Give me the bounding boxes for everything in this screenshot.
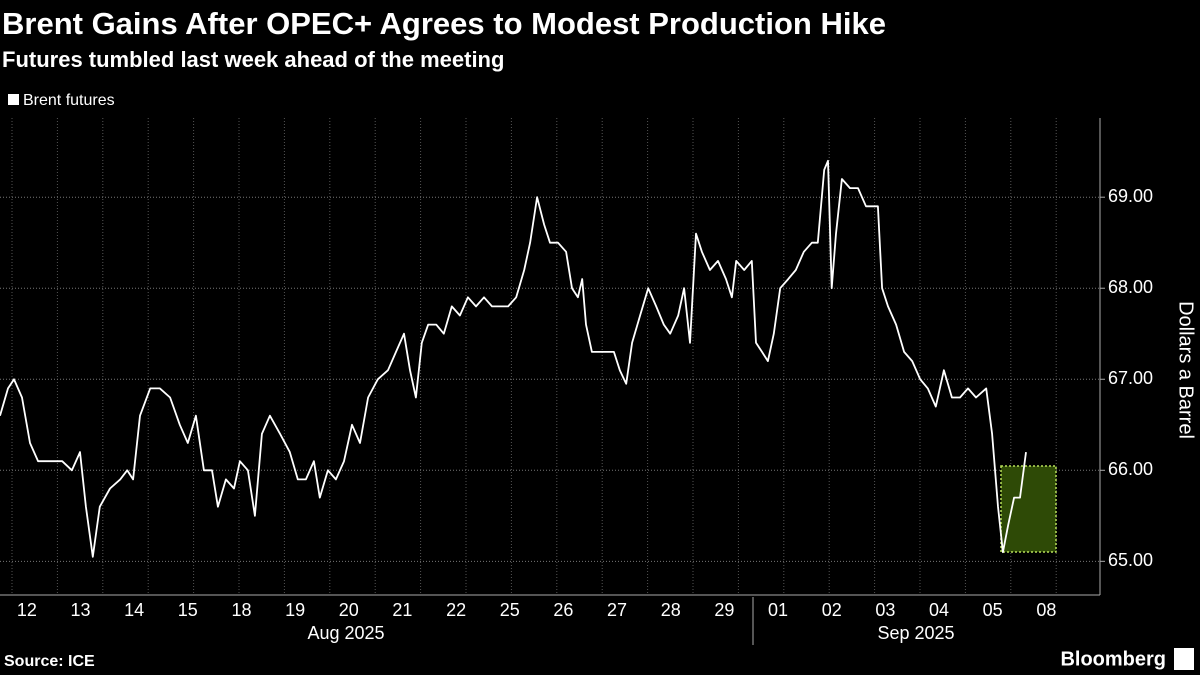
x-tick-label: 19 — [285, 600, 305, 620]
x-tick-label: 14 — [124, 600, 144, 620]
x-tick-label: 02 — [822, 600, 842, 620]
brand-icon — [1174, 648, 1194, 670]
highlight-box — [1000, 465, 1057, 553]
y-tick-label: 65.00 — [1108, 550, 1153, 570]
x-tick-label: 29 — [714, 600, 734, 620]
x-tick-label: 22 — [446, 600, 466, 620]
x-tick-label: 26 — [553, 600, 573, 620]
x-tick-label: 28 — [661, 600, 681, 620]
month-label: Sep 2025 — [877, 623, 954, 643]
x-tick-label: 01 — [768, 600, 788, 620]
legend-label: Brent futures — [23, 92, 115, 109]
y-axis-label: Dollars a Barrel — [1175, 301, 1197, 439]
x-tick-label: 12 — [17, 600, 37, 620]
x-tick-label: 25 — [500, 600, 520, 620]
chart-title: Brent Gains After OPEC+ Agrees to Modest… — [2, 6, 886, 41]
y-tick-label: 69.00 — [1108, 186, 1153, 206]
x-tick-label: 03 — [875, 600, 895, 620]
y-tick-label: 66.00 — [1108, 459, 1153, 479]
x-tick-label: 04 — [929, 600, 949, 620]
y-tick-label: 68.00 — [1108, 277, 1153, 297]
x-tick-label: 15 — [178, 600, 198, 620]
chart-subtitle: Futures tumbled last week ahead of the m… — [2, 47, 504, 72]
source: Source: ICE — [4, 653, 95, 670]
x-tick-label: 08 — [1036, 600, 1056, 620]
x-tick-label: 13 — [70, 600, 90, 620]
brand: Bloomberg — [1060, 648, 1166, 670]
legend-swatch — [8, 94, 19, 105]
x-tick-label: 20 — [339, 600, 359, 620]
x-tick-label: 05 — [983, 600, 1003, 620]
x-tick-label: 18 — [231, 600, 251, 620]
y-tick-label: 67.00 — [1108, 368, 1153, 388]
month-label: Aug 2025 — [307, 623, 384, 643]
x-tick-label: 27 — [607, 600, 627, 620]
x-tick-label: 21 — [392, 600, 412, 620]
data-line — [0, 159, 1027, 558]
